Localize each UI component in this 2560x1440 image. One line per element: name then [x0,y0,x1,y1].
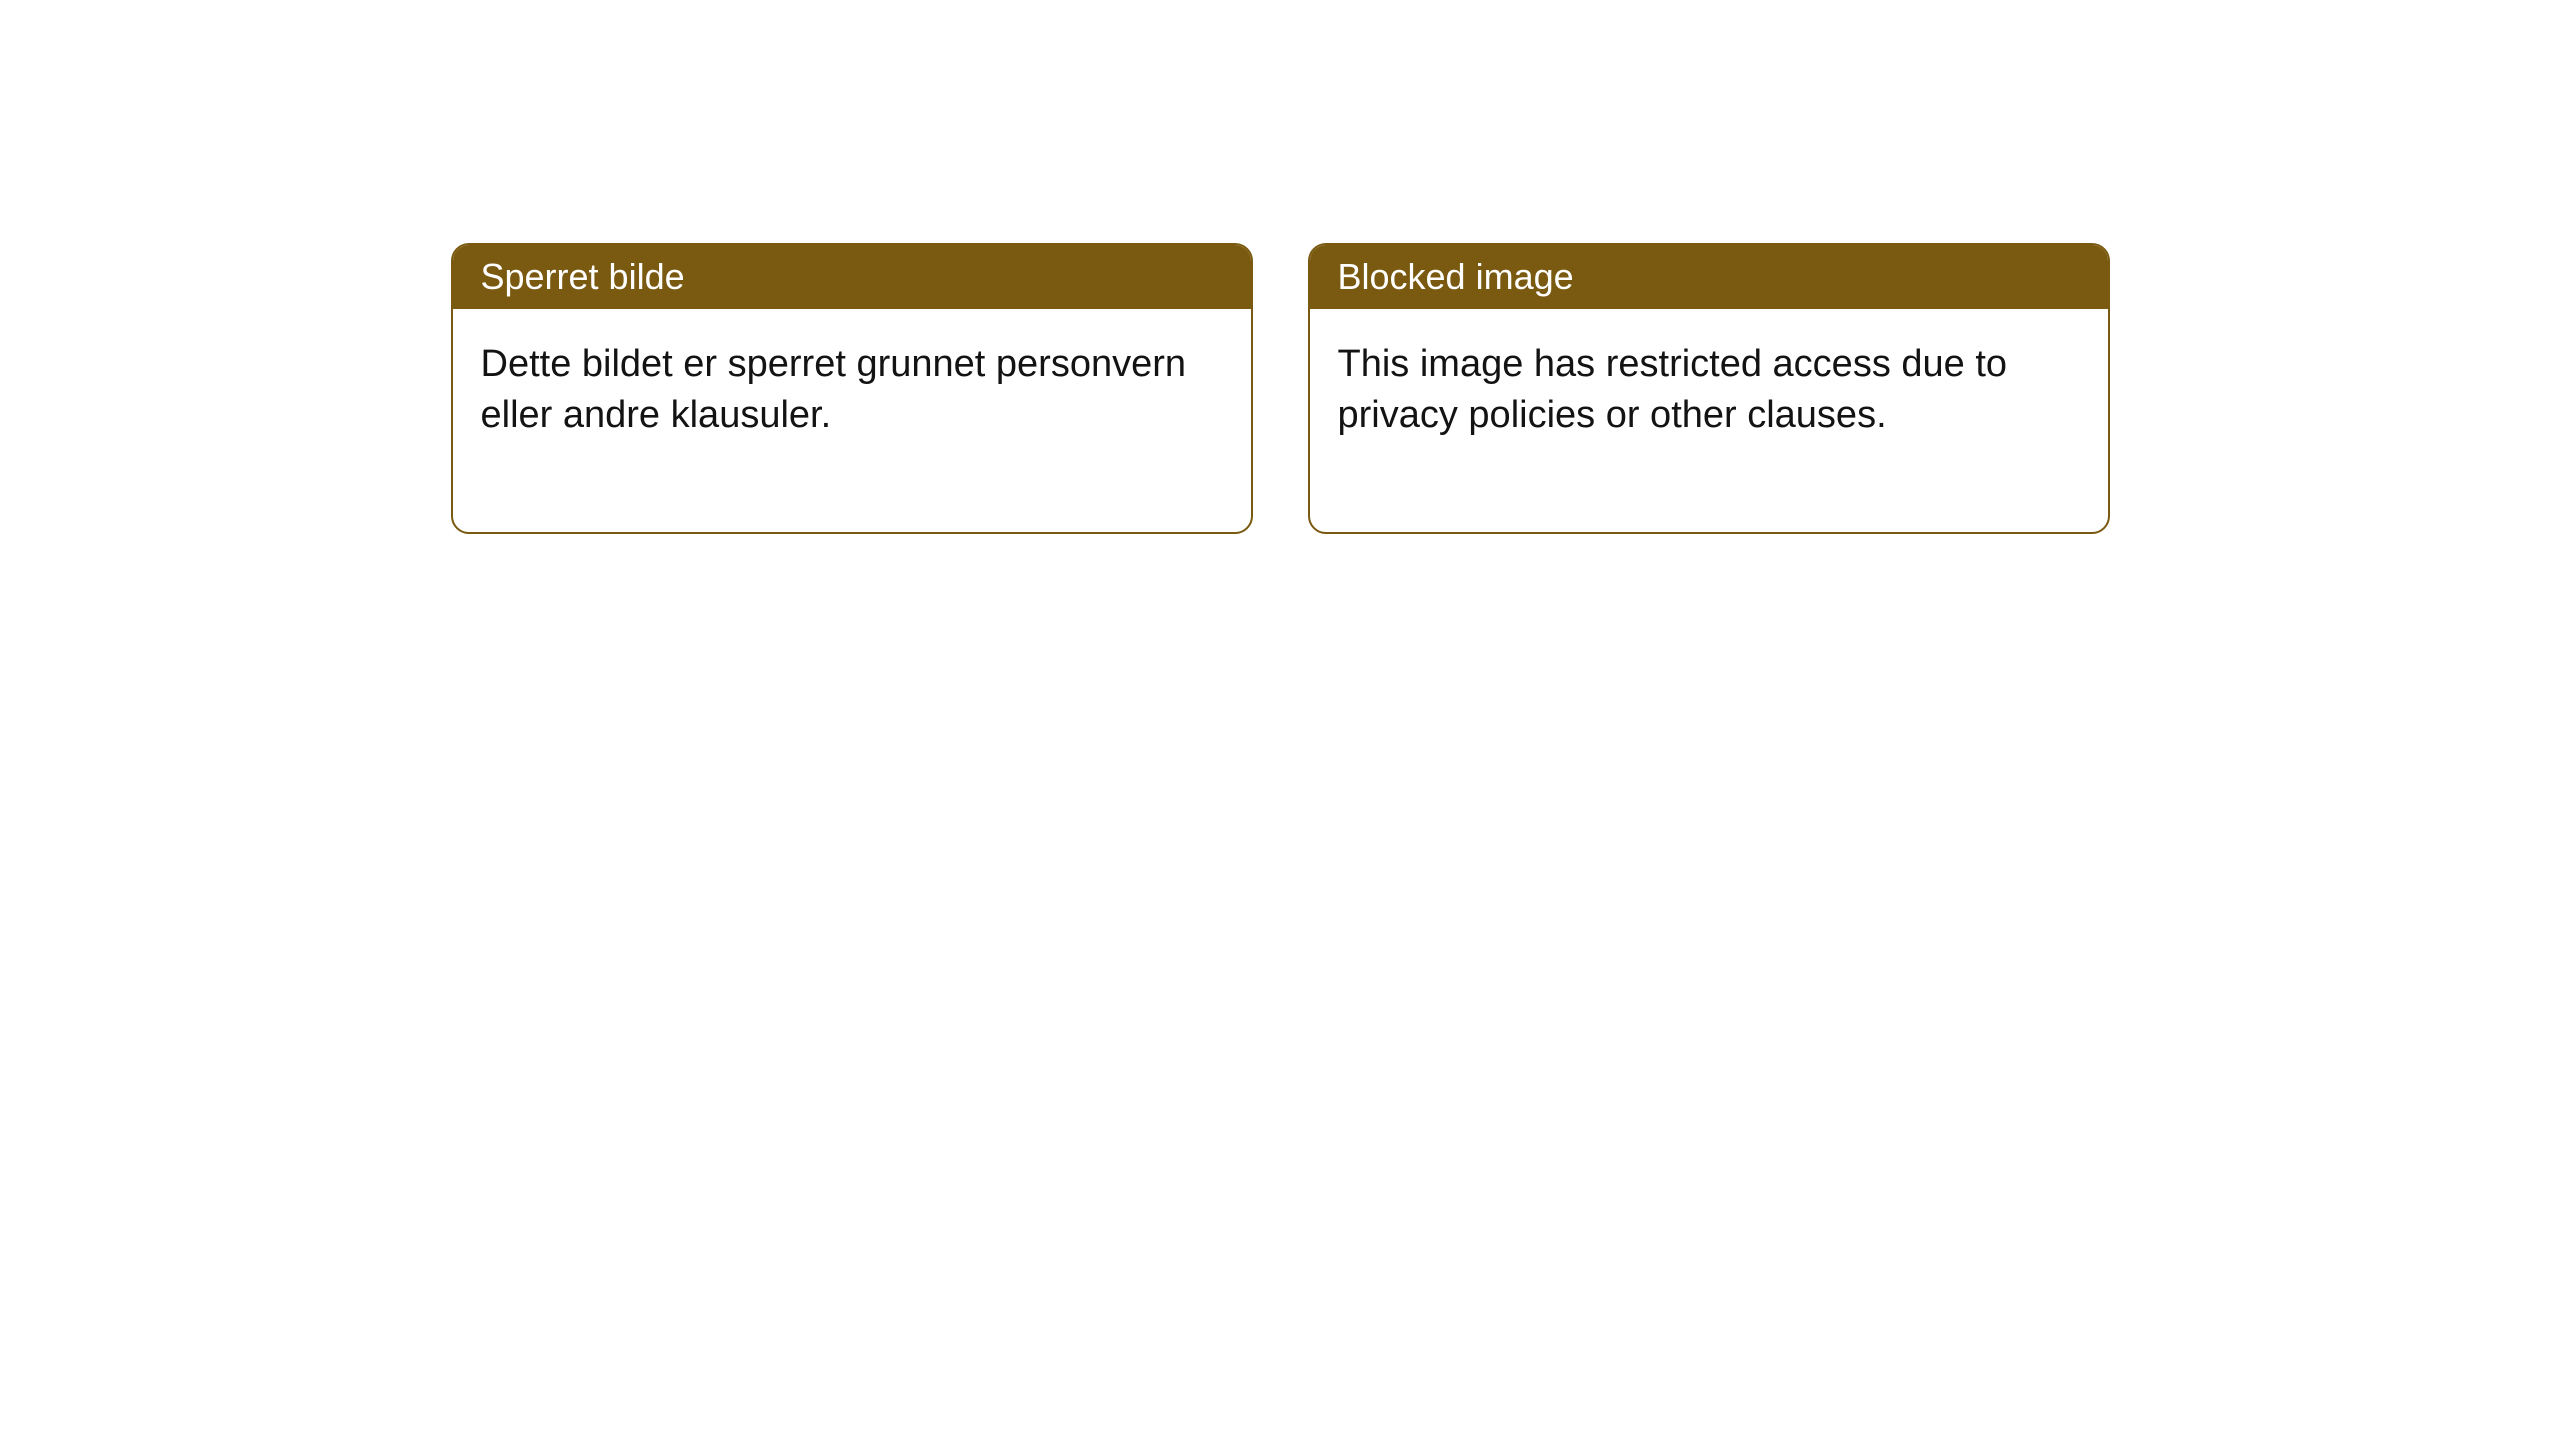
card-header-en: Blocked image [1310,245,2108,309]
cards-container: Sperret bilde Dette bildet er sperret gr… [451,243,2110,534]
blocked-image-card-en: Blocked image This image has restricted … [1308,243,2110,534]
blocked-image-card-no: Sperret bilde Dette bildet er sperret gr… [451,243,1253,534]
card-body-en: This image has restricted access due to … [1310,309,2108,532]
card-header-no: Sperret bilde [453,245,1251,309]
card-body-no: Dette bildet er sperret grunnet personve… [453,309,1251,532]
